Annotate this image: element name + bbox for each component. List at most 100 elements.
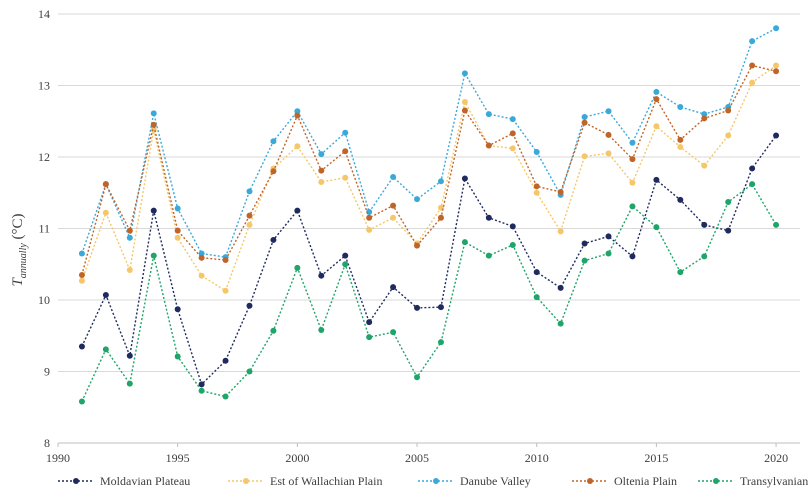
legend-label: Danube Valley: [460, 474, 531, 488]
data-point: [461, 175, 468, 182]
data-point: [198, 254, 205, 261]
data-point: [773, 132, 780, 139]
series-est-of-wallachian-plain: [78, 62, 780, 294]
legend-item: Transylvanian: [698, 474, 808, 488]
data-point: [390, 202, 397, 209]
data-point: [725, 199, 732, 206]
data-point: [414, 196, 421, 203]
data-point: [246, 212, 253, 219]
data-point: [318, 151, 325, 158]
data-point: [749, 181, 756, 188]
data-point: [198, 250, 205, 257]
data-point: [126, 352, 133, 359]
data-point: [653, 224, 660, 231]
x-tick-label: 1995: [166, 451, 190, 465]
data-point: [773, 62, 780, 69]
data-point: [749, 165, 756, 172]
data-point: [533, 269, 540, 276]
data-point: [437, 178, 444, 185]
data-point: [701, 221, 708, 228]
data-point: [605, 131, 612, 138]
data-point: [174, 227, 181, 234]
data-point: [557, 284, 564, 291]
data-point: [150, 121, 157, 128]
data-point: [533, 294, 540, 301]
y-tick-label: 9: [44, 365, 50, 379]
x-tick-label: 1990: [46, 451, 70, 465]
data-point: [78, 277, 85, 284]
data-point: [581, 257, 588, 264]
data-point: [509, 145, 516, 152]
data-point: [174, 234, 181, 241]
data-point: [102, 346, 109, 353]
data-point: [78, 398, 85, 405]
data-point: [366, 214, 373, 221]
data-point: [366, 334, 373, 341]
data-point: [533, 148, 540, 155]
data-point: [342, 148, 349, 155]
data-point: [653, 88, 660, 95]
series-line: [81, 135, 777, 386]
y-tick-label: 8: [44, 436, 50, 450]
data-point: [701, 162, 708, 169]
data-point: [390, 174, 397, 181]
data-point: [773, 25, 780, 32]
data-point: [294, 207, 301, 214]
data-point: [222, 393, 229, 400]
data-point: [414, 374, 421, 381]
data-point: [78, 343, 85, 350]
data-point: [437, 304, 444, 311]
data-point: [294, 112, 301, 119]
y-tick-label: 11: [38, 222, 50, 236]
data-point: [318, 272, 325, 279]
series-transylvanian: [78, 181, 780, 405]
legend-marker: [243, 478, 249, 484]
data-point: [581, 119, 588, 126]
data-point: [629, 139, 636, 146]
data-point: [318, 327, 325, 334]
data-point: [198, 272, 205, 279]
series-oltenia-plain: [78, 62, 780, 278]
y-tick-label: 14: [38, 7, 50, 21]
data-point: [485, 252, 492, 259]
data-point: [677, 196, 684, 203]
data-point: [366, 319, 373, 326]
data-point: [174, 205, 181, 212]
legend-marker: [713, 478, 719, 484]
data-point: [414, 304, 421, 311]
y-axis-label: Tannually (°C): [10, 213, 29, 286]
data-point: [246, 221, 253, 228]
data-point: [150, 110, 157, 117]
legend: Moldavian Plateau Est of Wallachian Plain…: [58, 474, 808, 488]
series-line: [81, 183, 777, 402]
data-point: [102, 291, 109, 298]
data-point: [485, 142, 492, 149]
data-point: [509, 116, 516, 123]
data-point: [581, 153, 588, 160]
data-point: [629, 179, 636, 186]
data-point: [222, 256, 229, 263]
x-tick-label: 2010: [525, 451, 549, 465]
data-point: [461, 107, 468, 114]
data-point: [461, 239, 468, 246]
data-point: [653, 176, 660, 183]
series-moldavian-plateau: [78, 132, 780, 388]
data-point: [557, 189, 564, 196]
data-point: [773, 68, 780, 75]
data-point: [677, 103, 684, 110]
data-point: [294, 143, 301, 150]
data-point: [485, 214, 492, 221]
data-point: [150, 207, 157, 214]
data-point: [701, 253, 708, 260]
data-point: [437, 214, 444, 221]
data-point: [222, 357, 229, 364]
data-point: [701, 111, 708, 118]
data-point: [270, 327, 277, 334]
data-point: [461, 70, 468, 77]
data-point: [725, 227, 732, 234]
data-point: [437, 339, 444, 346]
data-point: [557, 228, 564, 235]
data-point: [533, 183, 540, 190]
data-point: [246, 368, 253, 375]
